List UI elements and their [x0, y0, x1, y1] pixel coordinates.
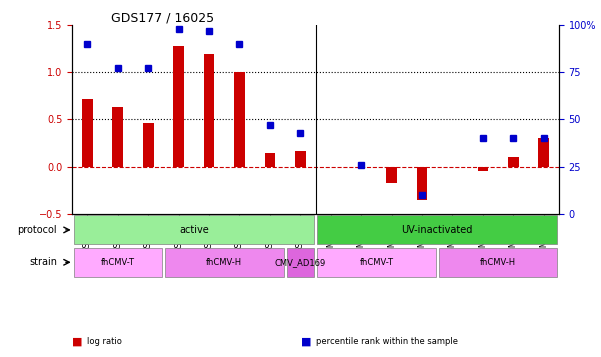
Text: fhCMV-H: fhCMV-H: [206, 258, 242, 267]
Bar: [538, 138, 549, 167]
FancyBboxPatch shape: [317, 248, 436, 277]
Text: protocol: protocol: [17, 225, 57, 235]
Bar: [143, 123, 153, 167]
Bar: [234, 72, 245, 167]
Bar: [295, 151, 306, 167]
Text: strain: strain: [29, 257, 57, 267]
Text: UV-inactivated: UV-inactivated: [401, 225, 473, 235]
Bar: [204, 54, 215, 167]
FancyBboxPatch shape: [439, 248, 557, 277]
FancyBboxPatch shape: [317, 215, 557, 245]
Bar: [416, 167, 427, 200]
FancyBboxPatch shape: [165, 248, 284, 277]
Text: percentile rank within the sample: percentile rank within the sample: [316, 337, 457, 346]
FancyBboxPatch shape: [74, 248, 162, 277]
Bar: [478, 167, 488, 171]
FancyBboxPatch shape: [74, 215, 314, 245]
Text: CMV_AD169: CMV_AD169: [275, 258, 326, 267]
Text: GDS177 / 16025: GDS177 / 16025: [111, 12, 214, 25]
Bar: [112, 107, 123, 167]
Bar: [386, 167, 397, 182]
Text: fhCMV-H: fhCMV-H: [480, 258, 516, 267]
Text: ■: ■: [72, 336, 82, 346]
Bar: [508, 157, 519, 167]
Text: active: active: [179, 225, 209, 235]
Text: fhCMV-T: fhCMV-T: [101, 258, 135, 267]
Bar: [173, 46, 184, 167]
Text: fhCMV-T: fhCMV-T: [359, 258, 394, 267]
Bar: [264, 154, 275, 167]
Text: log ratio: log ratio: [87, 337, 122, 346]
FancyBboxPatch shape: [287, 248, 314, 277]
Text: ■: ■: [300, 336, 311, 346]
Bar: [82, 99, 93, 167]
